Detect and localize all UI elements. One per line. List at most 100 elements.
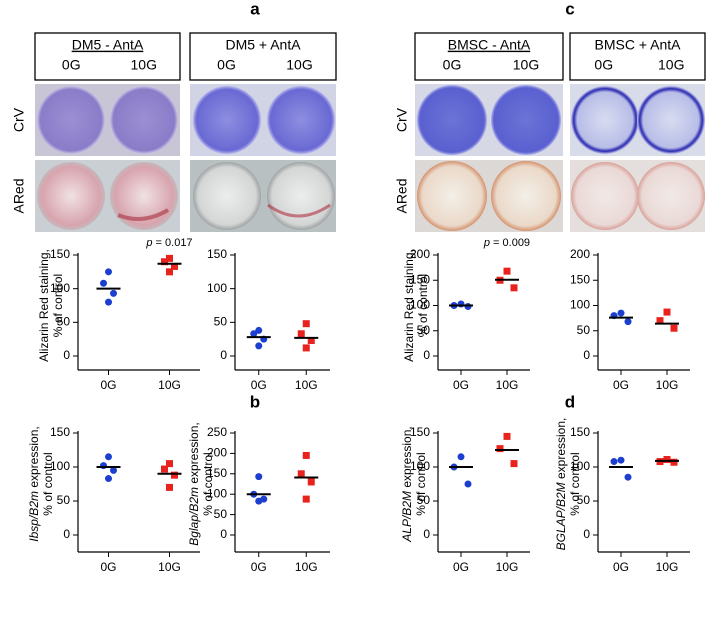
y-tick-label: 50	[57, 315, 71, 329]
header-col: 0G	[62, 57, 81, 73]
y-axis-label-gene: Bglap/B2m	[187, 487, 201, 546]
x-tick-label: 10G	[158, 378, 181, 392]
photos	[35, 84, 705, 232]
point	[302, 320, 310, 328]
y-tick-label: 150	[570, 425, 590, 439]
header-col: 10G	[286, 57, 312, 73]
y-tick-label: 0	[63, 348, 70, 362]
point	[171, 471, 178, 479]
panel-label: b	[250, 392, 260, 411]
row-label: ARed	[11, 178, 27, 213]
x-tick-label: 10G	[295, 378, 318, 392]
header-col: 0G	[594, 57, 613, 73]
point	[100, 462, 107, 470]
x-tick-label: 10G	[295, 560, 318, 574]
point	[255, 497, 263, 505]
header-title: DM5 - AntA	[72, 37, 144, 53]
point	[161, 465, 168, 473]
x-tick-label: 0G	[100, 560, 116, 574]
point	[663, 308, 671, 316]
y-tick-label: 0	[583, 348, 590, 362]
y-axis-label: % of control	[51, 274, 65, 337]
y-tick-label: 50	[577, 323, 591, 337]
point	[100, 279, 107, 287]
header-box	[569, 32, 706, 81]
y-axis-label: Ibsp/B2m expression,	[27, 426, 41, 541]
p-value: p = 0.017	[145, 237, 192, 249]
y-tick-label: 200	[207, 446, 227, 460]
point	[302, 495, 310, 503]
point	[457, 453, 465, 461]
x-tick-label: 10G	[496, 560, 519, 574]
y-tick-label: 50	[214, 315, 228, 329]
p-text: = 0.017	[156, 237, 193, 249]
y-tick-label: 100	[207, 281, 227, 295]
panel-label: a	[250, 0, 260, 18]
header-col: 0G	[443, 57, 462, 73]
point	[307, 337, 315, 345]
point	[255, 473, 263, 481]
y-tick-label: 150	[410, 425, 430, 439]
point	[161, 258, 168, 266]
point	[166, 254, 173, 262]
x-tick-label: 0G	[453, 560, 469, 574]
point	[670, 324, 678, 332]
point	[617, 309, 625, 317]
panel-label: c	[565, 0, 574, 18]
header-box	[189, 32, 337, 81]
y-axis-label-text: expression,	[554, 418, 568, 483]
point	[255, 326, 263, 334]
panel-label: d	[565, 392, 575, 411]
y-tick-label: 50	[577, 493, 591, 507]
row-label: CrV	[394, 107, 410, 132]
y-axis-label: % of control	[414, 452, 428, 515]
y-axis-label-text: expression,	[187, 422, 201, 487]
point	[510, 460, 518, 468]
point	[166, 483, 173, 491]
y-axis-label: % of control	[568, 452, 582, 515]
y-axis-label-text: expression,	[27, 426, 41, 491]
x-tick-label: 10G	[158, 560, 181, 574]
y-axis-label-gene: Ibsp/B2m	[27, 491, 41, 542]
x-tick-label: 10G	[656, 378, 679, 392]
y-tick-label: 0	[220, 348, 227, 362]
point	[663, 456, 671, 464]
point	[610, 458, 618, 466]
y-tick-label: 100	[570, 298, 590, 312]
y-tick-label: 0	[423, 527, 430, 541]
header-box	[414, 32, 564, 81]
point	[503, 267, 511, 275]
y-axis-label: Bglap/B2m expression,	[187, 422, 201, 545]
p-symbol: p	[145, 237, 152, 249]
y-tick-label: 0	[63, 527, 70, 541]
y-tick-label: 200	[570, 247, 590, 261]
x-tick-label: 0G	[251, 378, 267, 392]
y-axis-label-text: expression,	[400, 426, 414, 491]
y-tick-label: 50	[57, 493, 71, 507]
point	[297, 470, 305, 478]
x-tick-label: 0G	[613, 378, 629, 392]
header-col: 10G	[658, 57, 684, 73]
point	[624, 318, 632, 326]
y-axis-label-text: Alizarin Red staining,	[402, 249, 416, 362]
point	[105, 268, 112, 276]
y-tick-label: 0	[583, 527, 590, 541]
header-col: 10G	[131, 57, 157, 73]
header-col: 10G	[513, 57, 539, 73]
y-axis-label: ALP/B2M expression,	[400, 426, 414, 542]
y-tick-label: 100	[50, 281, 70, 295]
x-tick-label: 0G	[453, 378, 469, 392]
y-axis-label: Alizarin Red staining,	[37, 249, 51, 362]
point	[307, 478, 315, 486]
point	[171, 262, 178, 270]
row-label: ARed	[394, 178, 410, 213]
point	[255, 342, 263, 350]
point	[105, 453, 112, 461]
point	[297, 330, 305, 338]
header-title: BMSC + AntA	[595, 37, 682, 53]
y-tick-label: 0	[423, 348, 430, 362]
point	[656, 317, 664, 325]
point	[105, 298, 112, 306]
point	[496, 445, 504, 453]
y-tick-label: 250	[207, 425, 227, 439]
